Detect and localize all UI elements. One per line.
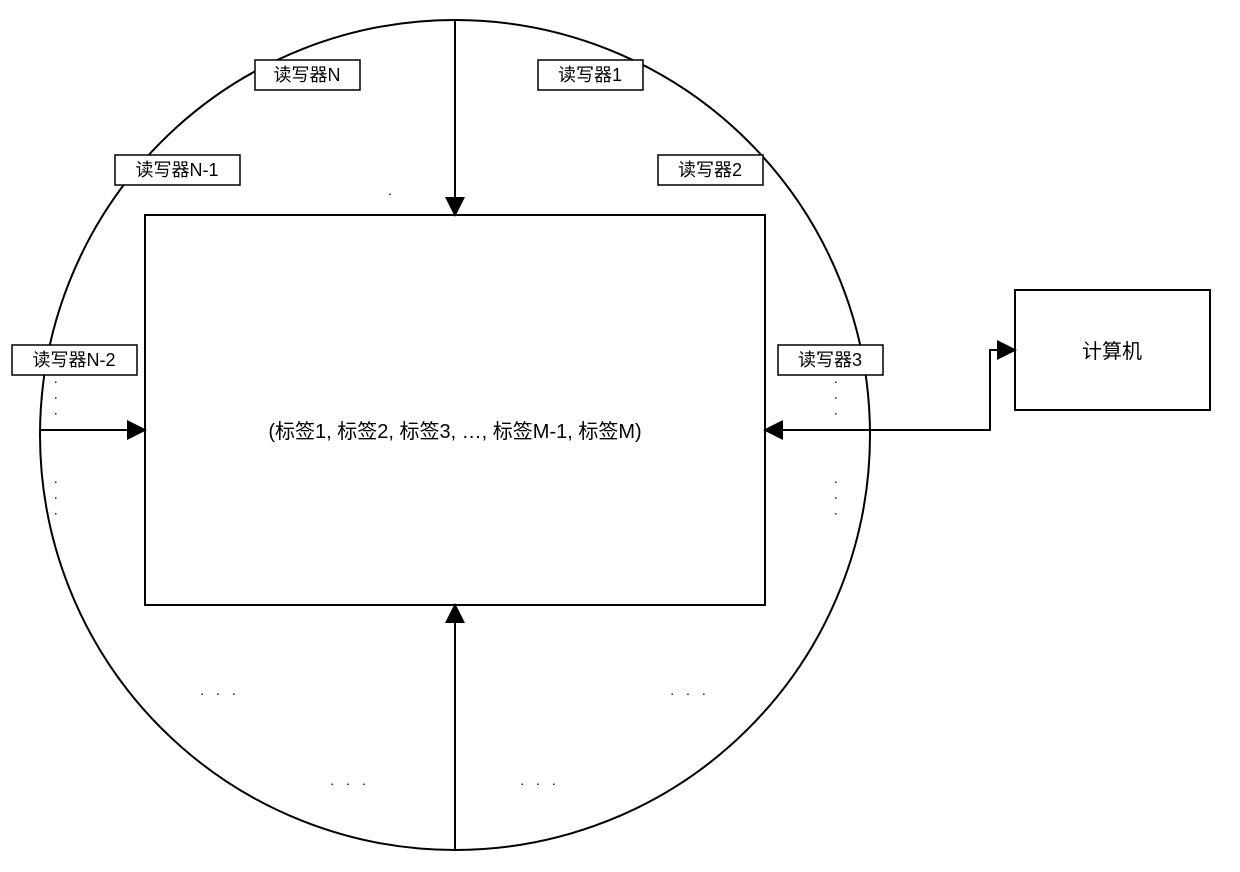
ellipsis-right-2: . . . — [832, 480, 848, 519]
reader-n2: 读写器N-2 — [12, 345, 137, 375]
reader-n2-label: 读写器N-2 — [32, 350, 115, 370]
reader-1: 读写器1 — [538, 60, 643, 90]
computer-label: 计算机 — [1082, 340, 1142, 363]
ellipsis-left-1: . . . — [52, 380, 68, 419]
ellipsis-br-1: . . . — [520, 772, 559, 788]
computer-box: 计算机 — [1015, 290, 1210, 410]
ellipsis-bl-1: . . . — [200, 682, 239, 698]
reader-2: 读写器2 — [658, 155, 763, 185]
reader-n1: 读写器N-1 — [115, 155, 240, 185]
dot-small: . — [388, 182, 392, 198]
ellipsis-right-1: . . . — [832, 380, 848, 419]
reader-2-label: 读写器2 — [678, 160, 742, 180]
reader-n-label: 读写器N — [274, 65, 341, 85]
reader-1-label: 读写器1 — [558, 65, 622, 85]
tags-box-text: (标签1, 标签2, 标签3, …, 标签M-1, 标签M) — [268, 420, 641, 443]
diagram-canvas: (标签1, 标签2, 标签3, …, 标签M-1, 标签M) 读写器N 读写器1… — [0, 0, 1240, 872]
reader-n: 读写器N — [255, 60, 360, 90]
reader-n1-label: 读写器N-1 — [135, 160, 218, 180]
ellipsis-left-2: . . . — [52, 480, 68, 519]
ellipsis-bl-2: . . . — [330, 772, 369, 788]
reader-3: 读写器3 — [778, 345, 883, 375]
ellipsis-br-2: . . . — [670, 682, 709, 698]
tags-box — [145, 215, 765, 605]
reader-3-label: 读写器3 — [798, 350, 862, 370]
arrow-to-computer — [870, 350, 1013, 430]
